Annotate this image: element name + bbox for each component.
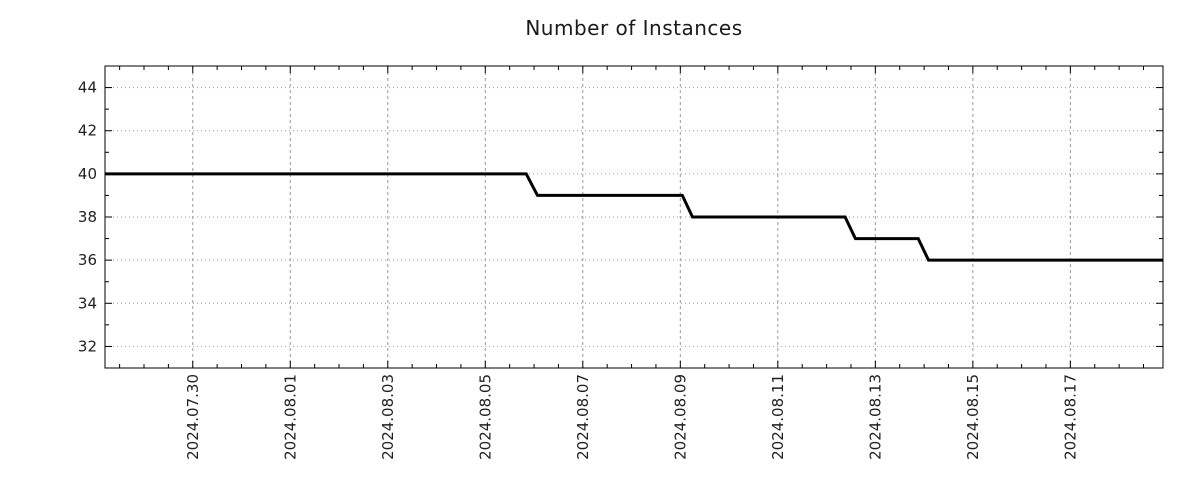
x-tick-label: 2024.08.05 xyxy=(476,374,494,460)
y-tick-label: 40 xyxy=(78,165,97,183)
x-tick-label: 2024.08.13 xyxy=(866,374,884,460)
x-tick-label: 2024.08.03 xyxy=(379,374,397,460)
series-line-instances xyxy=(105,172,1163,262)
x-tick-label: 2024.08.11 xyxy=(769,374,787,460)
x-tick-label: 2024.07.30 xyxy=(184,374,202,460)
chart-title: Number of Instances xyxy=(525,16,743,40)
y-tick-label: 42 xyxy=(78,122,97,140)
y-axis-tick-labels: 32 34 36 38 40 42 44 xyxy=(78,79,97,356)
axis-ticks xyxy=(105,66,1163,368)
grid xyxy=(105,66,1163,368)
y-tick-label: 34 xyxy=(78,294,97,312)
x-tick-label: 2024.08.01 xyxy=(281,374,299,460)
x-tick-label: 2024.08.09 xyxy=(671,374,689,460)
y-tick-label: 32 xyxy=(78,337,97,355)
x-tick-label: 2024.08.15 xyxy=(964,374,982,460)
x-tick-label: 2024.08.17 xyxy=(1061,374,1079,460)
x-tick-label: 2024.08.07 xyxy=(574,374,592,460)
y-tick-label: 36 xyxy=(78,251,97,269)
y-tick-label: 38 xyxy=(78,208,97,226)
y-tick-label: 44 xyxy=(78,79,97,97)
x-axis-tick-labels: 2024.07.30 2024.08.01 2024.08.03 2024.08.05… xyxy=(184,374,1080,460)
